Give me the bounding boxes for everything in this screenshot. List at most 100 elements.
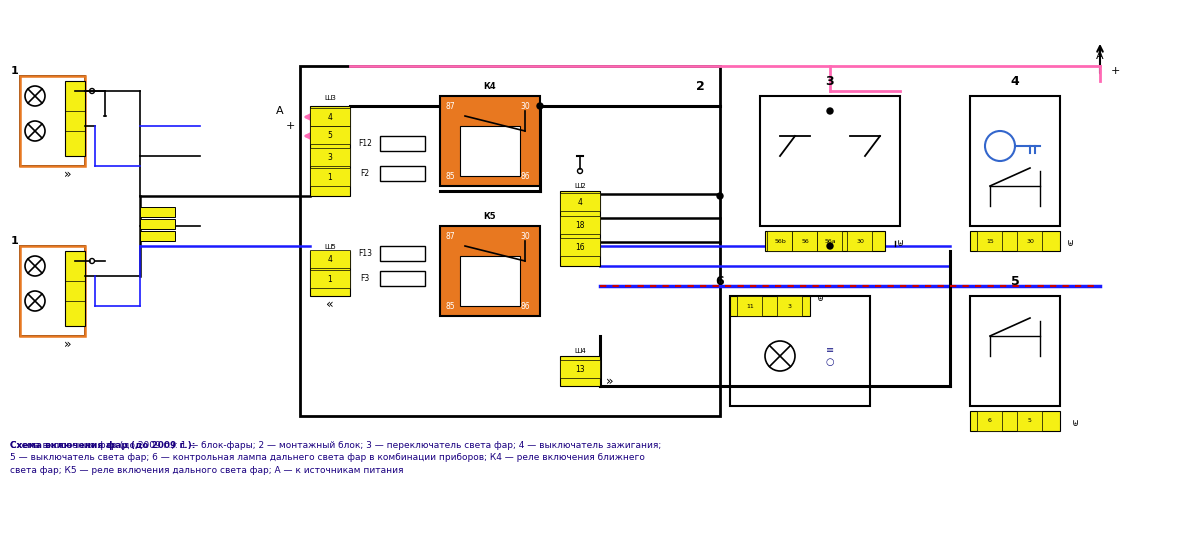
Text: 11: 11 (746, 304, 754, 309)
Text: Ш5: Ш5 (324, 244, 336, 250)
Text: ⊎: ⊎ (896, 238, 904, 248)
Bar (817, 231, 842, 251)
Circle shape (827, 243, 833, 249)
Bar (560, 360, 600, 378)
Bar (440, 96, 540, 186)
Text: 3: 3 (826, 75, 834, 87)
Text: К5: К5 (484, 211, 497, 221)
Bar (767, 231, 792, 251)
Text: Схема включения фар (до 2009 г.): 1 — блок-фары; 2 — монтажный блок; 3 — переклю: Схема включения фар (до 2009 г.): 1 — бл… (10, 441, 661, 475)
Text: 5: 5 (1010, 275, 1019, 287)
Text: F2: F2 (360, 169, 370, 178)
Text: F13: F13 (358, 249, 372, 258)
Bar (560, 356, 600, 386)
Text: Ш3: Ш3 (324, 95, 336, 101)
Bar (140, 231, 175, 241)
Text: 4: 4 (328, 255, 332, 264)
Bar (20, 76, 85, 166)
Bar (310, 126, 350, 144)
Bar (730, 296, 870, 406)
Text: 30: 30 (520, 231, 530, 241)
Bar (792, 231, 817, 251)
Text: 30: 30 (856, 239, 864, 244)
Bar (20, 76, 85, 166)
Text: 56a: 56a (824, 239, 836, 244)
Text: 30: 30 (520, 102, 530, 111)
Text: ≡
○: ≡ ○ (826, 345, 834, 367)
Bar (460, 126, 520, 176)
Bar (380, 246, 425, 261)
Text: 1: 1 (11, 66, 19, 76)
Text: 85: 85 (445, 301, 455, 310)
Bar (310, 250, 350, 268)
Text: 5: 5 (1028, 419, 1032, 424)
Text: 4: 4 (577, 197, 582, 206)
Text: 85: 85 (445, 171, 455, 181)
Bar (380, 136, 425, 151)
Bar (730, 296, 810, 316)
Text: 16: 16 (575, 242, 584, 251)
Text: 15: 15 (986, 239, 994, 244)
Bar (380, 271, 425, 286)
Text: ⊎: ⊎ (1067, 238, 1074, 248)
Bar (460, 256, 520, 306)
Bar (440, 226, 540, 316)
Circle shape (538, 103, 542, 109)
Text: F12: F12 (358, 139, 372, 148)
Bar (65, 81, 85, 156)
Bar (760, 96, 900, 226)
Text: 18: 18 (575, 221, 584, 230)
Bar (847, 231, 872, 251)
Text: 4: 4 (328, 112, 332, 122)
Text: F3: F3 (360, 274, 370, 283)
Bar (310, 106, 350, 196)
Text: Ш4: Ш4 (574, 348, 586, 354)
Bar (300, 66, 720, 416)
Bar (310, 168, 350, 186)
Bar (560, 238, 600, 256)
Text: 1: 1 (328, 172, 332, 181)
Bar (310, 108, 350, 126)
Bar (970, 296, 1060, 406)
Bar (20, 246, 85, 336)
Text: 2: 2 (696, 80, 704, 92)
Text: 56: 56 (802, 239, 809, 244)
Text: «: « (326, 297, 334, 310)
Text: »: » (606, 375, 614, 388)
Text: 6: 6 (715, 275, 725, 287)
Text: ⊎: ⊎ (1072, 418, 1079, 428)
Text: 87: 87 (445, 102, 455, 111)
Bar (560, 216, 600, 234)
Bar (766, 231, 886, 251)
Bar (140, 219, 175, 229)
Bar (1018, 411, 1042, 431)
Text: Ш2: Ш2 (574, 183, 586, 189)
Bar (65, 251, 85, 326)
Text: 5: 5 (328, 131, 332, 140)
Text: »: » (64, 337, 72, 350)
Text: »: » (64, 167, 72, 181)
Text: 6: 6 (988, 419, 992, 424)
Bar (380, 166, 425, 181)
Bar (560, 193, 600, 211)
Text: 30: 30 (1026, 239, 1034, 244)
Text: 4: 4 (1010, 75, 1019, 87)
Text: 13: 13 (575, 365, 584, 374)
Text: 87: 87 (445, 231, 455, 241)
Text: 3: 3 (788, 304, 792, 309)
Circle shape (718, 193, 722, 199)
Text: 1: 1 (328, 275, 332, 284)
Text: А: А (276, 106, 284, 116)
Bar (737, 296, 762, 316)
Circle shape (827, 108, 833, 114)
Bar (970, 96, 1060, 226)
Text: 86: 86 (520, 301, 530, 310)
Text: +: + (286, 121, 295, 131)
Text: 56b: 56b (774, 239, 786, 244)
Text: 1: 1 (11, 236, 19, 246)
Bar (970, 231, 1060, 251)
Bar (310, 270, 350, 288)
Text: +: + (1110, 66, 1120, 76)
Text: 86: 86 (520, 171, 530, 181)
Bar (977, 231, 1002, 251)
